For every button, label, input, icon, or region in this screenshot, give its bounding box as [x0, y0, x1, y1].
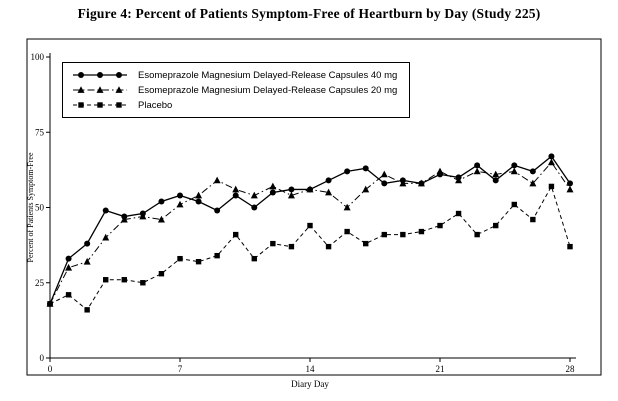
svg-text:75: 75 — [35, 127, 45, 137]
figure-title: Figure 4: Percent of Patients Symptom-Fr… — [77, 6, 541, 21]
legend-label-placebo: Placebo — [138, 99, 173, 111]
legend-sample-line-placebo — [73, 102, 127, 108]
svg-text:25: 25 — [35, 278, 45, 288]
legend-item-placebo: Placebo — [71, 98, 397, 112]
legend-label-20mg: Esomeprazole Magnesium Delayed-Release C… — [138, 84, 398, 96]
svg-text:100: 100 — [31, 52, 45, 62]
svg-text:Percent of Patients Symptom-Fr: Percent of Patients Symptom-Free — [26, 152, 35, 262]
legend-sample-line-40mg — [73, 72, 127, 78]
svg-text:7: 7 — [178, 364, 183, 374]
chart-legend: Esomeprazole Magnesium Delayed-Release C… — [62, 62, 411, 118]
legend-item-20mg: Esomeprazole Magnesium Delayed-Release C… — [71, 83, 397, 97]
svg-text:50: 50 — [35, 203, 45, 213]
svg-text:Diary Day: Diary Day — [291, 379, 329, 389]
legend-sample-line-20mg — [73, 86, 127, 93]
legend-item-40mg: Esomeprazole Magnesium Delayed-Release C… — [71, 68, 397, 82]
svg-text:28: 28 — [566, 364, 576, 374]
legend-label-40mg: Esomeprazole Magnesium Delayed-Release C… — [138, 69, 398, 81]
svg-text:0: 0 — [40, 353, 45, 363]
svg-text:0: 0 — [48, 364, 53, 374]
svg-text:21: 21 — [436, 364, 445, 374]
line-chart: 0 25 50 75 100 0 7 14 21 28 Diary Day Percent of Pa… — [26, 38, 602, 389]
svg-text:14: 14 — [306, 364, 316, 374]
